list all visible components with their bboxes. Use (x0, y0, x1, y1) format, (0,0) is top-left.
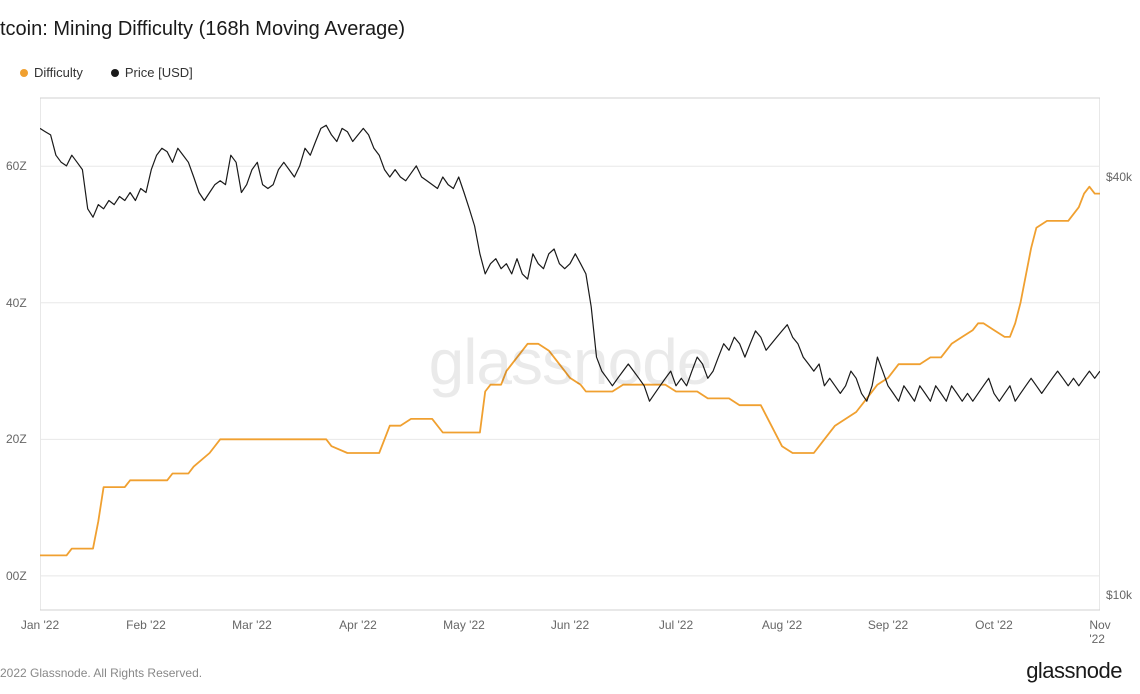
y-left-tick-label: 40Z (6, 296, 27, 310)
y-left-tick-label: 00Z (6, 569, 27, 583)
chart-title: tcoin: Mining Difficulty (168h Moving Av… (0, 18, 405, 41)
chart-plot (40, 90, 1100, 634)
y-right-tick-label: $40k (1106, 170, 1132, 184)
x-tick-label: Sep '22 (868, 618, 908, 632)
legend-dot-price (111, 69, 119, 77)
x-tick-label: Oct '22 (975, 618, 1013, 632)
legend: Difficulty Price [USD] (20, 65, 193, 80)
legend-dot-difficulty (20, 69, 28, 77)
x-tick-label: Jan '22 (21, 618, 59, 632)
y-left-tick-label: 20Z (6, 432, 27, 446)
footer-brand: glassnode (1026, 658, 1122, 684)
x-tick-label: Jul '22 (659, 618, 693, 632)
legend-item-difficulty: Difficulty (20, 65, 83, 80)
footer-copyright: 2022 Glassnode. All Rights Reserved. (0, 666, 202, 680)
x-tick-label: Feb '22 (126, 618, 166, 632)
x-tick-label: Jun '22 (551, 618, 589, 632)
legend-label-difficulty: Difficulty (34, 65, 83, 80)
chart-area: glassnode 00Z20Z40Z60Z $10k$40k Jan '22F… (40, 90, 1100, 634)
legend-item-price: Price [USD] (111, 65, 193, 80)
x-tick-label: Nov '22 (1089, 618, 1110, 646)
y-left-tick-label: 60Z (6, 159, 27, 173)
legend-label-price: Price [USD] (125, 65, 193, 80)
x-tick-label: May '22 (443, 618, 485, 632)
x-tick-label: Apr '22 (339, 618, 377, 632)
y-right-tick-label: $10k (1106, 588, 1132, 602)
x-tick-label: Aug '22 (762, 618, 802, 632)
x-tick-label: Mar '22 (232, 618, 272, 632)
